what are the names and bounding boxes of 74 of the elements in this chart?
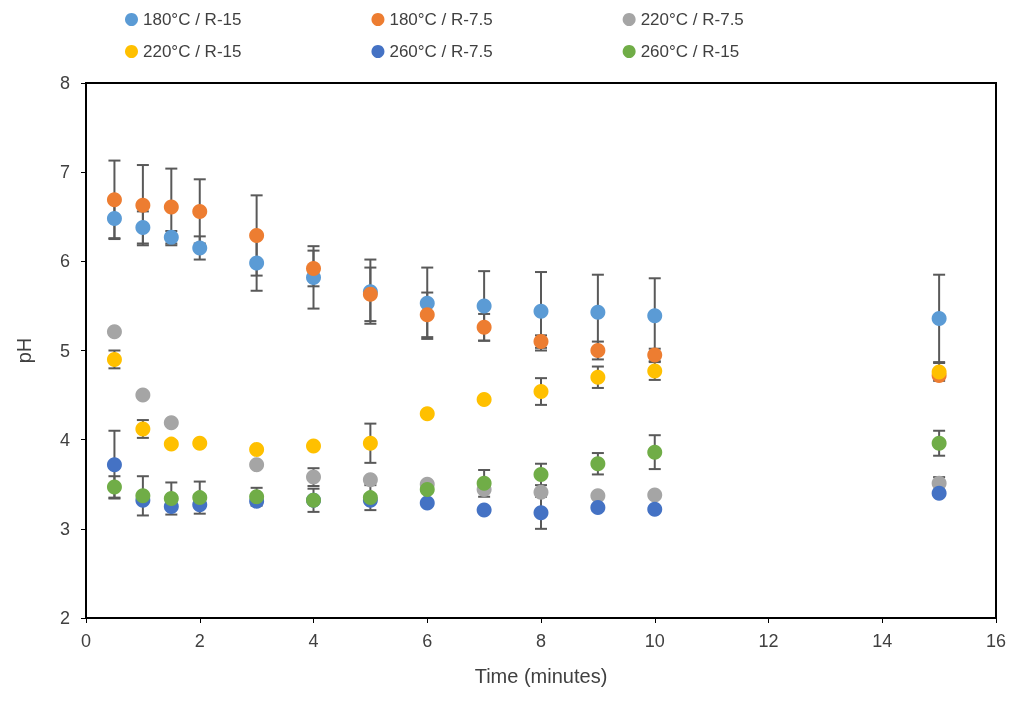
y-tick-label: 6 — [59, 251, 70, 272]
point — [106, 192, 122, 208]
point — [647, 501, 663, 517]
point — [476, 502, 492, 518]
x-tick-label: 14 — [872, 631, 893, 651]
point — [306, 438, 321, 454]
point — [476, 319, 492, 335]
point — [533, 384, 549, 400]
point — [249, 227, 265, 243]
point — [306, 260, 321, 276]
x-tick-label: 0 — [80, 631, 92, 651]
point — [931, 435, 947, 451]
point — [931, 310, 947, 326]
point — [590, 369, 606, 385]
point — [192, 490, 208, 506]
point — [419, 406, 435, 422]
legend-label: 220°C / R-7.5 — [640, 10, 744, 29]
point — [135, 488, 151, 504]
point — [476, 298, 492, 314]
y-axis-title: pH — [13, 337, 35, 364]
point — [163, 491, 179, 507]
point — [647, 487, 663, 503]
legend-label: 220°C / R-15 — [143, 42, 242, 61]
point — [163, 415, 179, 431]
x-tick-label: 10 — [644, 631, 665, 651]
x-tick-label: 8 — [535, 631, 547, 651]
y-tick-label: 2 — [59, 608, 70, 628]
point — [533, 303, 549, 319]
point — [647, 444, 663, 460]
point — [533, 505, 549, 521]
y-tick-label: 7 — [59, 162, 70, 183]
point — [163, 199, 179, 215]
x-tick-label: 16 — [985, 631, 1007, 651]
point — [106, 457, 122, 473]
point — [476, 392, 492, 408]
point — [533, 484, 549, 500]
point — [931, 485, 947, 501]
point — [192, 435, 208, 451]
point — [419, 495, 435, 511]
point — [192, 203, 208, 219]
point — [362, 435, 378, 451]
point — [419, 307, 435, 323]
x-tick-label: 6 — [422, 631, 433, 651]
point — [163, 436, 179, 452]
point — [590, 499, 606, 515]
legend-label: 180°C / R-15 — [143, 10, 242, 29]
y-tick-label: 8 — [59, 73, 70, 93]
y-tick-label: 5 — [59, 340, 70, 361]
point — [533, 466, 549, 482]
x-tick-label: 12 — [758, 631, 779, 651]
point — [249, 441, 265, 457]
x-tick-label: 4 — [308, 631, 319, 651]
point — [106, 324, 122, 340]
y-tick-label: 3 — [59, 518, 70, 539]
point — [249, 255, 265, 271]
point — [135, 197, 151, 213]
y-tick-label: 4 — [59, 429, 70, 450]
legend-label: 260°C / R-7.5 — [389, 42, 493, 61]
point — [476, 475, 492, 491]
point — [362, 472, 378, 488]
legend-label: 180°C / R-7.5 — [389, 10, 493, 29]
point — [135, 219, 151, 235]
legend-label: 260°C / R-15 — [640, 42, 740, 61]
point — [192, 240, 208, 256]
point — [249, 457, 265, 473]
x-tick-label: 2 — [194, 631, 205, 651]
point — [106, 211, 122, 227]
point — [106, 479, 122, 495]
point — [590, 304, 606, 320]
point — [419, 482, 435, 498]
point — [647, 308, 663, 324]
x-axis-title: Time (minutes) — [474, 665, 608, 687]
point — [135, 387, 151, 403]
point — [590, 456, 606, 472]
